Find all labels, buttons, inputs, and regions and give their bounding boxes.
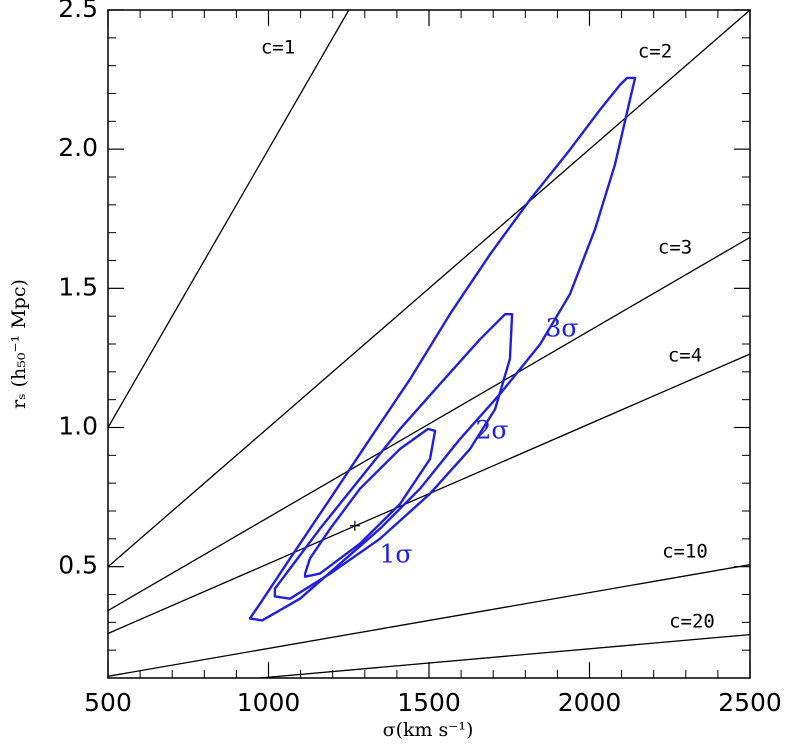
contour [248, 76, 637, 622]
concentration-line [259, 633, 750, 678]
contour [303, 427, 437, 578]
plot-frame [107, 9, 751, 679]
concentration-line [108, 10, 750, 568]
y-tick-label: 2.5 [58, 0, 98, 23]
line-label: c=1 [261, 37, 295, 59]
x-tick-label: 500 [84, 688, 132, 717]
plot-area [108, 10, 750, 678]
y-axis-label: rₛ (h₅₀⁻¹ Mpc) [8, 279, 30, 409]
contour-label: 1σ [380, 540, 413, 569]
x-tick-label: 1000 [237, 688, 301, 717]
x-axis-label: σ(km s⁻¹) [383, 719, 474, 741]
y-tick-label: 2.0 [58, 133, 98, 162]
contour [273, 313, 514, 600]
x-tick-label: 1500 [397, 688, 461, 717]
concentration-line [108, 564, 750, 677]
line-label: c=10 [662, 541, 708, 563]
best-fit-marker [349, 520, 360, 531]
x-tick-label: 2000 [558, 688, 622, 717]
line-label: c=4 [668, 345, 702, 367]
y-tick-label: 1.0 [58, 412, 98, 441]
contour-label: 2σ [476, 416, 509, 445]
concentration-line [108, 236, 750, 612]
x-tick-label: 2500 [718, 688, 782, 717]
line-label: c=2 [638, 41, 672, 63]
y-tick-label: 0.5 [58, 551, 98, 580]
line-label: c=20 [669, 611, 715, 633]
concentration-line [108, 10, 350, 428]
y-tick-label: 1.5 [58, 272, 98, 301]
contour-label: 3σ [546, 314, 579, 343]
line-label: c=3 [658, 237, 692, 259]
